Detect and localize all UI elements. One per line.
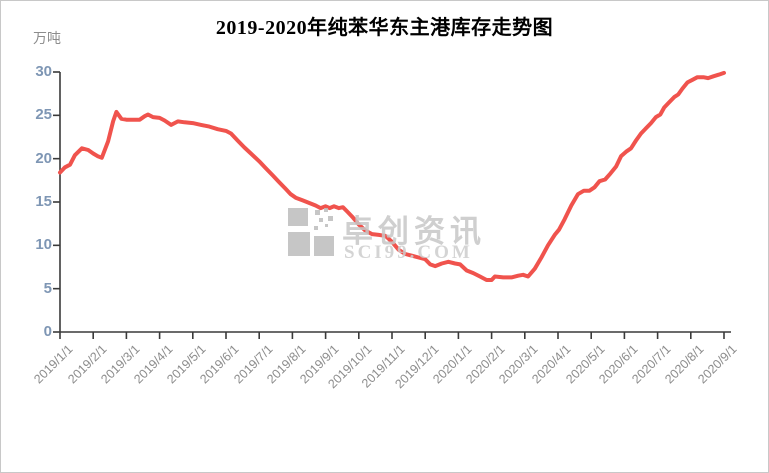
inventory-trend-line	[58, 70, 726, 282]
y-axis-unit-label: 万吨	[33, 30, 61, 46]
y-tick-label: 30	[35, 63, 52, 80]
y-tick-label: 5	[43, 279, 52, 297]
chart-title: 2019-2020年纯苯华东主港库存走势图	[215, 17, 554, 39]
y-tick-label: 15	[35, 193, 52, 210]
y-tick-label: 25	[35, 106, 52, 124]
y-tick-label: 0	[43, 323, 52, 340]
y-tick-label: 10	[35, 236, 52, 254]
y-tick-label: 20	[35, 149, 52, 167]
